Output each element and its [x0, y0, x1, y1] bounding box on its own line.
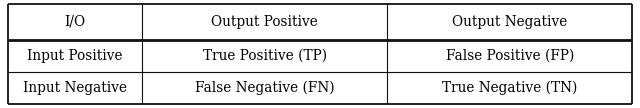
Text: Input Positive: Input Positive — [27, 49, 123, 63]
Text: I/O: I/O — [64, 15, 85, 29]
Text: Output Positive: Output Positive — [211, 15, 318, 29]
Text: True Positive (TP): True Positive (TP) — [203, 49, 327, 63]
Text: False Positive (FP): False Positive (FP) — [445, 49, 574, 63]
Text: False Negative (FN): False Negative (FN) — [195, 80, 335, 95]
Text: Output Negative: Output Negative — [452, 15, 568, 29]
Text: True Negative (TN): True Negative (TN) — [442, 80, 577, 95]
Text: Input Negative: Input Negative — [23, 81, 127, 95]
